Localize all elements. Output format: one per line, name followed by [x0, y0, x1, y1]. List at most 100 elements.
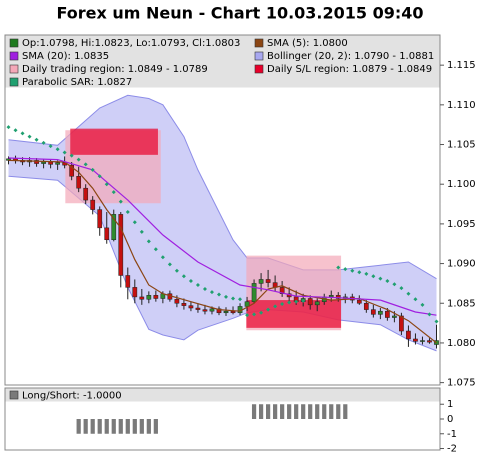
sar-dot: [132, 220, 137, 225]
sar-dot: [280, 302, 285, 307]
candle-body: [392, 315, 397, 318]
sar-dot: [231, 296, 236, 301]
sar-dot: [55, 147, 60, 152]
region: [246, 300, 342, 328]
candle-body: [251, 283, 257, 302]
candle-body: [97, 209, 103, 229]
legend-label: Long/Short: -1.0000: [22, 391, 122, 402]
candle-body: [83, 187, 89, 201]
sar-dot: [111, 190, 116, 195]
bar: [329, 404, 334, 419]
bar: [83, 419, 88, 434]
sar-dot: [6, 125, 11, 130]
indicator-line: [8, 159, 437, 344]
sar-dot: [69, 153, 74, 158]
sar-dot: [336, 265, 341, 270]
bar: [294, 404, 299, 419]
legend-label: Op:1.0798, Hi:1.0823, Lo:1.0793, Cl:1.08…: [22, 38, 240, 49]
candle-body: [307, 298, 313, 306]
bar: [125, 419, 130, 434]
candle-body: [90, 199, 96, 210]
candle-body: [111, 214, 117, 241]
bar: [280, 404, 285, 419]
bar: [76, 419, 81, 434]
legend-label: Bollinger (20, 2): 1.0790 - 1.0881: [267, 51, 434, 62]
legend-box: [5, 388, 440, 402]
sar-dot: [76, 157, 81, 162]
bar: [90, 419, 95, 434]
sar-dot: [104, 182, 109, 187]
sar-dot: [160, 255, 165, 260]
sar-dot: [202, 286, 207, 291]
candle-body: [34, 160, 39, 164]
candle-body: [132, 287, 138, 298]
candle-body: [279, 287, 285, 294]
sar-dot: [238, 297, 243, 302]
bar: [301, 404, 306, 419]
sar-dot: [181, 274, 186, 279]
sar-dot: [392, 282, 397, 287]
candle-body: [48, 161, 53, 165]
candle-body: [118, 214, 124, 276]
bar: [336, 404, 341, 419]
region: [70, 128, 158, 155]
sar-dot: [20, 131, 25, 136]
candle-body: [335, 295, 341, 299]
candle-body: [265, 279, 271, 283]
sar-dot: [34, 137, 39, 142]
y-tick-label: -2: [447, 444, 457, 455]
sar-dot: [385, 279, 390, 284]
sar-dot: [273, 304, 278, 309]
candle-body: [237, 306, 243, 314]
legend-label: SMA (5): 1.0800: [267, 38, 348, 49]
sar-dot: [224, 294, 229, 299]
candle-body: [55, 162, 60, 165]
candle-body: [258, 279, 264, 284]
bar: [258, 404, 264, 419]
candle-body: [399, 315, 404, 332]
sar-dot: [301, 298, 306, 303]
y-tick-label: 1.085: [447, 298, 476, 309]
legend-swatch: [254, 64, 264, 74]
y-tick-label: 1.095: [447, 219, 476, 230]
sar-dot: [216, 292, 221, 297]
y-tick-label: 1: [447, 399, 453, 410]
y-tick-label: 1.110: [447, 100, 476, 111]
candle-body: [244, 301, 250, 307]
bar: [111, 419, 116, 434]
sar-dot: [357, 270, 362, 275]
sar-dot: [27, 134, 32, 139]
y-tick-label: 1.090: [447, 259, 476, 270]
legend-label: Daily S/L region: 1.0879 - 1.0849: [267, 64, 432, 75]
sar-dot: [195, 283, 200, 287]
legend-label: Parabolic SAR: 1.0827: [22, 77, 132, 88]
sar-dot: [364, 271, 369, 276]
sar-dot: [406, 291, 411, 296]
legend-label: SMA (20): 1.0835: [22, 51, 109, 62]
sar-dot: [399, 286, 404, 291]
candle-body: [216, 308, 222, 314]
sar-dot: [153, 247, 158, 252]
candle-body: [420, 340, 425, 342]
candle-body: [406, 330, 411, 340]
candle-body: [385, 310, 390, 318]
candle-body: [202, 309, 208, 312]
legend-swatch: [9, 77, 19, 87]
sar-dot: [420, 302, 425, 307]
sar-dot: [13, 128, 18, 133]
sar-dot: [350, 268, 355, 273]
sar-dot: [139, 229, 144, 234]
candle-body: [188, 305, 194, 309]
candle-body: [174, 299, 180, 304]
candle-body: [104, 227, 110, 241]
sar-dot: [48, 144, 53, 149]
sar-dot: [294, 299, 299, 304]
candle-body: [370, 309, 376, 315]
bollinger-lower: [8, 175, 437, 352]
sar-dot: [188, 279, 193, 284]
sar-dot: [434, 319, 439, 324]
legend-label: Daily trading region: 1.0849 - 1.0789: [22, 64, 208, 75]
sar-dot: [427, 312, 432, 317]
bollinger-upper: [8, 94, 437, 280]
